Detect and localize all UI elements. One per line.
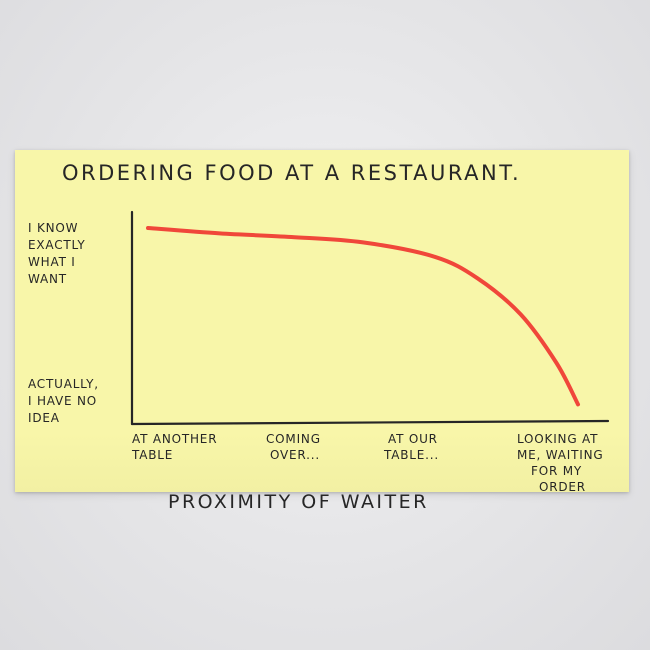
y-tick-label-line: WANT <box>28 272 67 286</box>
y-tick-label-line: EXACTLY <box>28 238 86 252</box>
y-tick-label-line: I HAVE NO <box>28 394 97 408</box>
y-tick-label-line: I KNOW <box>28 221 78 235</box>
y-tick-label-line: ACTUALLY, <box>28 377 99 391</box>
y-tick-label-line: WHAT I <box>28 255 76 269</box>
chart-title: ORDERING FOOD AT A RESTAURANT. <box>62 161 521 185</box>
x-tick-label-line: OVER... <box>270 448 320 462</box>
x-tick-label-line: LOOKING AT <box>517 432 598 446</box>
y-tick-label: ACTUALLY, I HAVE NO IDEA <box>28 377 99 425</box>
x-tick-label-line: TABLE... <box>383 448 439 462</box>
y-tick-label: I KNOW EXACTLY WHAT I WANT <box>28 221 86 286</box>
x-tick-label: COMING OVER... <box>266 432 321 462</box>
x-tick-label: LOOKING AT ME, WAITING FOR MY ORDER <box>517 432 603 494</box>
x-tick-label-line: FOR MY <box>531 464 582 478</box>
x-tick-label-line: AT OUR <box>388 432 438 446</box>
x-tick-label-line: ORDER <box>539 480 586 494</box>
y-tick-label-line: IDEA <box>28 411 60 425</box>
x-tick-label-line: COMING <box>266 432 321 446</box>
x-tick-label-line: AT ANOTHER <box>132 432 217 446</box>
x-axis <box>130 419 610 426</box>
x-axis-label: PROXIMITY OF WAITER <box>168 491 429 513</box>
x-tick-label-line: TABLE <box>131 448 173 462</box>
series-line <box>146 226 580 407</box>
x-tick-label: AT OUR TABLE... <box>383 432 439 462</box>
x-tick-label: AT ANOTHER TABLE <box>131 432 217 462</box>
x-tick-label-line: ME, WAITING <box>517 448 603 462</box>
